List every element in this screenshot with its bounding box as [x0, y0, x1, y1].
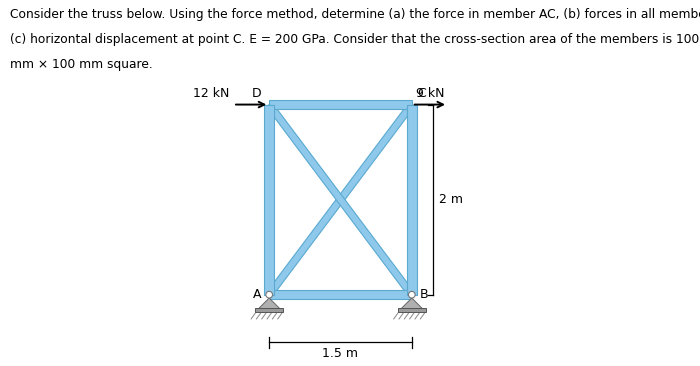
Text: 1.5 m: 1.5 m [323, 347, 358, 360]
Polygon shape [398, 309, 426, 312]
Circle shape [409, 291, 415, 298]
Text: mm × 100 mm square.: mm × 100 mm square. [10, 58, 153, 71]
Text: B: B [419, 288, 428, 301]
Text: 2 m: 2 m [440, 193, 463, 206]
Polygon shape [265, 105, 274, 295]
Polygon shape [266, 102, 414, 297]
Text: 9 kN: 9 kN [416, 87, 444, 100]
Text: (c) horizontal displacement at point C. E = 200 GPa. Consider that the cross-sec: (c) horizontal displacement at point C. … [10, 33, 699, 46]
Polygon shape [401, 298, 422, 309]
Text: 12 kN: 12 kN [193, 87, 230, 100]
Polygon shape [407, 105, 416, 295]
Polygon shape [266, 102, 414, 297]
Circle shape [266, 291, 272, 298]
Polygon shape [255, 309, 284, 312]
Text: Consider the truss below. Using the force method, determine (a) the force in mem: Consider the truss below. Using the forc… [10, 8, 700, 21]
Text: A: A [253, 288, 262, 301]
Polygon shape [259, 298, 280, 309]
Polygon shape [270, 100, 412, 109]
Text: C: C [417, 87, 426, 100]
Text: D: D [252, 87, 262, 100]
Polygon shape [270, 290, 412, 299]
